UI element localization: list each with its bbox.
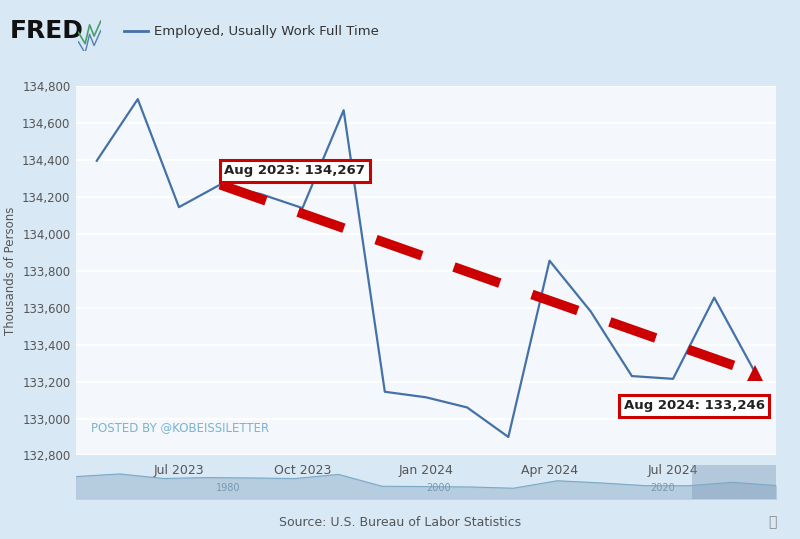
Text: Source: U.S. Bureau of Labor Statistics: Source: U.S. Bureau of Labor Statistics	[279, 516, 521, 529]
Text: Aug 2024: 133,246: Aug 2024: 133,246	[624, 399, 765, 412]
Text: Employed, Usually Work Full Time: Employed, Usually Work Full Time	[154, 25, 378, 38]
Text: Aug 2023: 134,267: Aug 2023: 134,267	[224, 164, 365, 177]
Text: FRED: FRED	[10, 19, 83, 43]
Text: POSTED BY @KOBEISSILETTER: POSTED BY @KOBEISSILETTER	[91, 421, 270, 434]
Text: 2020: 2020	[650, 483, 674, 493]
Text: ⛶: ⛶	[768, 515, 776, 529]
Text: 2000: 2000	[426, 483, 450, 493]
Y-axis label: Thousands of Persons: Thousands of Persons	[3, 206, 17, 335]
Text: 1980: 1980	[216, 483, 241, 493]
Bar	[692, 465, 776, 499]
